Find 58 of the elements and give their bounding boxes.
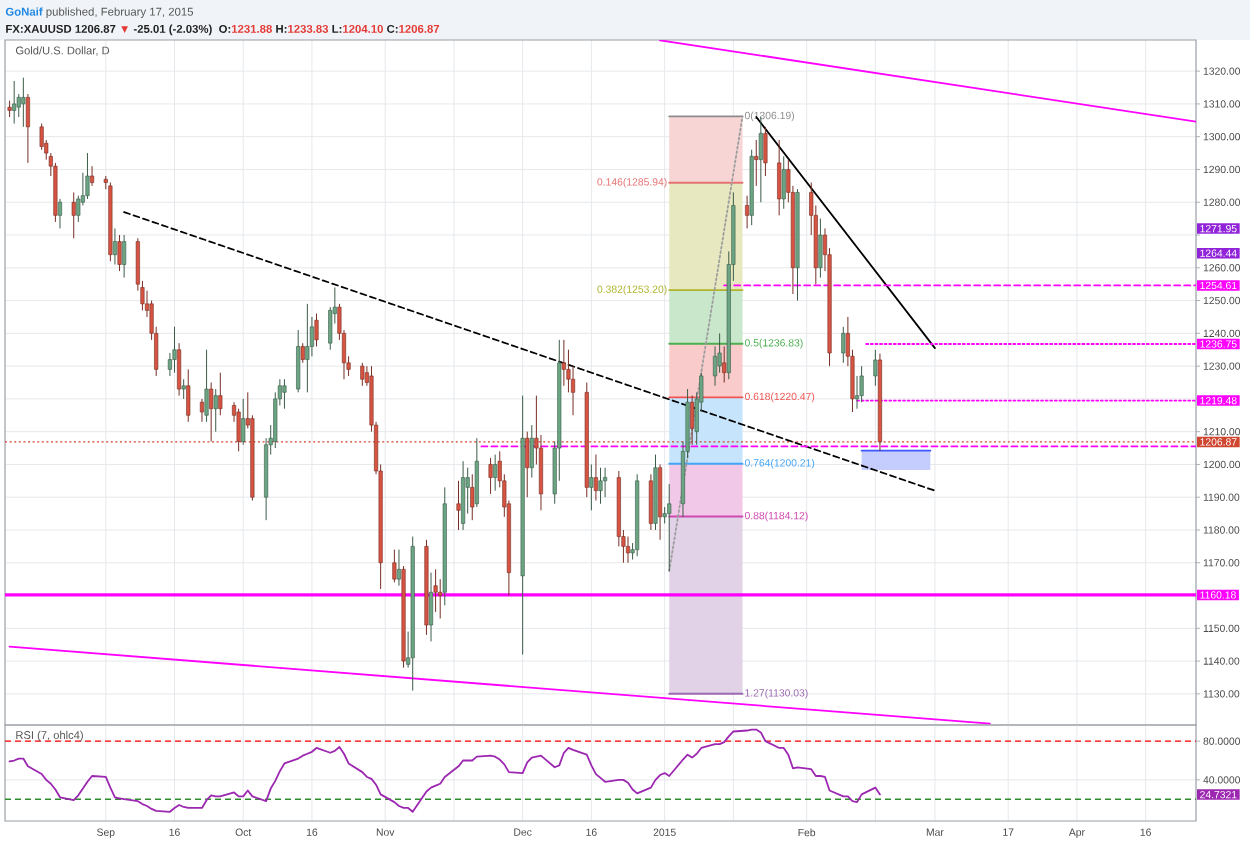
candlestick <box>598 467 603 505</box>
candlestick <box>777 139 782 216</box>
candlestick <box>722 345 727 383</box>
candlestick <box>57 198 63 229</box>
candlestick <box>186 368 191 423</box>
candlestick <box>392 549 397 583</box>
candlestick <box>296 329 301 393</box>
candlestick <box>236 408 241 452</box>
candlestick <box>603 467 608 498</box>
candlestick <box>218 372 223 416</box>
candlestick <box>488 457 493 495</box>
candlestick <box>648 473 653 531</box>
candlestick <box>25 93 30 164</box>
candlestick <box>690 395 695 446</box>
candlestick <box>470 473 475 521</box>
candlestick <box>12 80 17 125</box>
candlestick <box>561 339 566 387</box>
candlestick <box>461 460 466 531</box>
candlestick <box>112 227 117 266</box>
candlestick <box>360 362 365 387</box>
candlestick <box>781 155 786 210</box>
candlestick <box>177 342 182 397</box>
candlestick <box>117 234 122 272</box>
candlestick <box>525 431 530 498</box>
candlestick <box>456 480 461 531</box>
candlestick <box>396 549 401 587</box>
candlestick <box>172 326 177 374</box>
candlestick <box>428 572 434 642</box>
candlestick <box>873 349 878 387</box>
candlestick <box>433 568 438 613</box>
candlestick <box>300 342 305 364</box>
candlestick <box>745 195 750 229</box>
candlestick <box>204 349 209 423</box>
candlestick <box>841 326 846 364</box>
candlestick <box>625 536 631 564</box>
candlestick <box>818 218 823 279</box>
candlestick <box>859 365 864 403</box>
candlestick <box>474 437 479 508</box>
candlestick <box>181 378 186 400</box>
candlestick <box>667 483 672 572</box>
candlestick <box>71 191 76 239</box>
candlestick <box>593 454 598 501</box>
candlestick <box>21 77 26 128</box>
candlestick <box>314 313 319 347</box>
candlestick <box>209 382 214 442</box>
candlestick <box>241 398 246 446</box>
candlestick <box>213 388 218 433</box>
candlestick <box>754 139 759 187</box>
candlestick <box>199 398 205 423</box>
candlestick <box>493 454 498 492</box>
candlestick <box>90 165 95 187</box>
candlestick <box>529 424 534 479</box>
candlestick <box>305 303 310 393</box>
candlestick <box>122 234 127 279</box>
candlestick <box>85 152 90 200</box>
candlestick <box>763 126 768 177</box>
candlestick <box>589 463 594 511</box>
candlestick <box>282 378 287 410</box>
